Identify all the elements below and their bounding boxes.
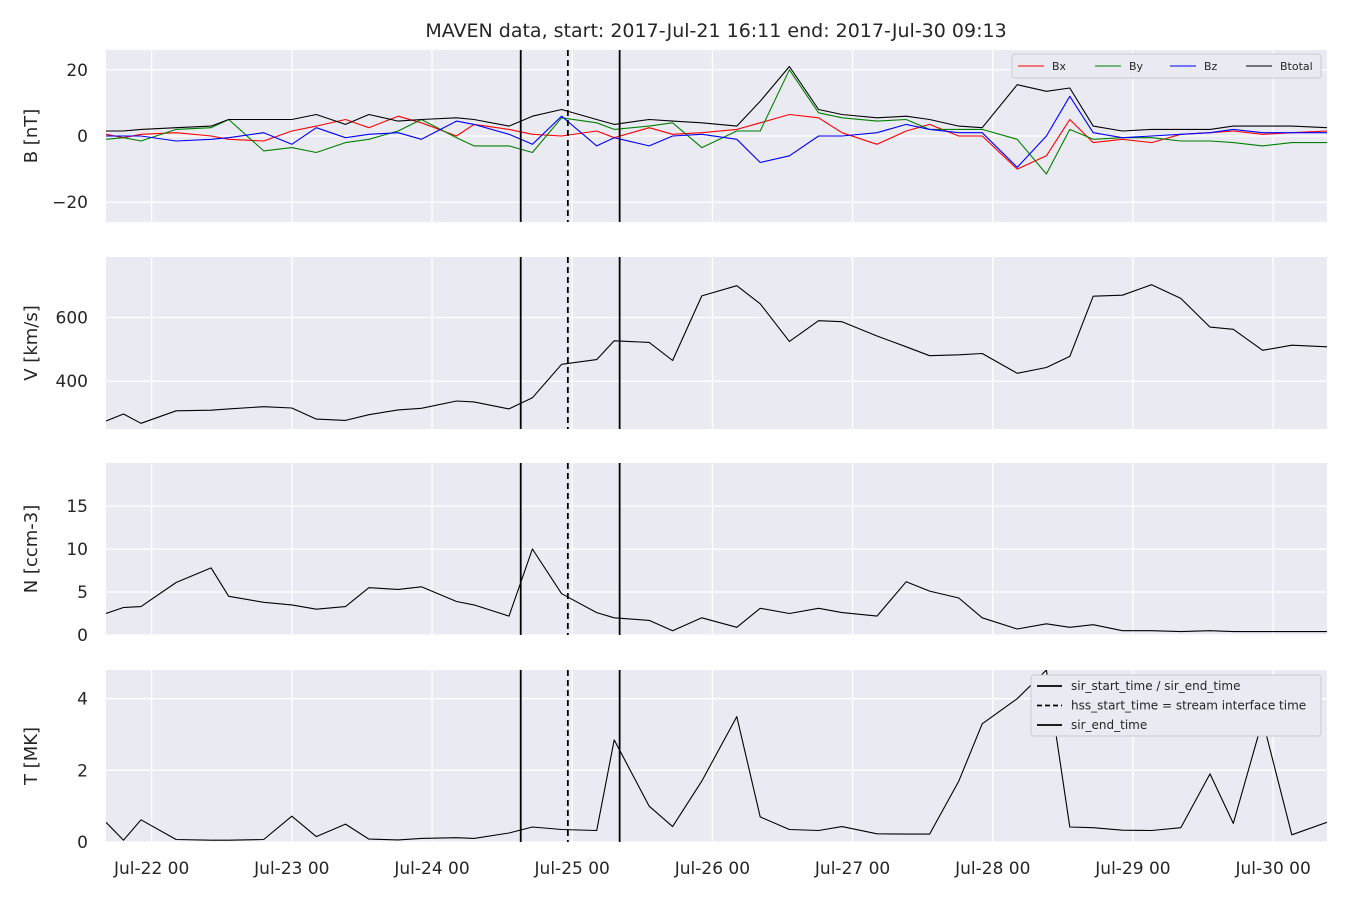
- y-tick-label: 0: [77, 833, 88, 853]
- x-tick-label: Jul-30 00: [1234, 859, 1310, 879]
- legend-label: sir_end_time: [1071, 718, 1147, 732]
- y-tick-label: 10: [66, 540, 88, 560]
- series-line-bx: [106, 113, 1327, 170]
- legend-b-field: Bx By Bz Btotal: [1011, 53, 1322, 79]
- y-axis-label: T [MK]: [21, 727, 42, 786]
- series-line-value: [106, 548, 1327, 633]
- y-tick-label: 0: [77, 626, 88, 646]
- panel-4: 0 2 4 T [MK] sir_start_time / sir_end_timehs…: [21, 670, 1327, 853]
- legend-label-bz: Bz: [1204, 60, 1218, 73]
- series-group: [106, 670, 1327, 841]
- panel-2: 400 600 V [km/s]: [21, 257, 1327, 429]
- legend-label: sir_start_time / sir_end_time: [1071, 679, 1241, 693]
- y-axis-label: V [km/s]: [21, 305, 42, 380]
- y-tick-label: 5: [77, 583, 88, 603]
- y-tick-label: 20: [66, 61, 88, 81]
- series-group: [106, 65, 1327, 175]
- series-line-by: [106, 69, 1327, 175]
- series-group: [106, 284, 1327, 424]
- legend-events: sir_start_time / sir_end_time hss_start_t…: [1030, 674, 1322, 737]
- y-tick-label: −20: [52, 193, 88, 213]
- series-line-btotal: [106, 65, 1327, 132]
- y-tick-label: 15: [66, 497, 88, 517]
- plot-area: [106, 257, 1327, 429]
- x-tick-label: Jul-29 00: [1094, 859, 1170, 879]
- legend-label-btotal: Btotal: [1280, 60, 1313, 73]
- panel-1: −20 0 20 B [nT] Bx By Bz Btotal: [21, 50, 1327, 222]
- legend-frame: [1011, 53, 1322, 79]
- figure-title: MAVEN data, start: 2017-Jul-21 16:11 end…: [425, 20, 1006, 42]
- x-tick-label: Jul-26 00: [674, 859, 750, 879]
- y-tick-label: 4: [77, 690, 88, 710]
- y-tick-label: 2: [77, 761, 88, 781]
- legend-label-bx: Bx: [1052, 60, 1067, 73]
- x-tick-label: Jul-25 00: [534, 859, 610, 879]
- series-group: [106, 548, 1327, 633]
- y-tick-label: 400: [56, 372, 88, 392]
- panel-3: 0 5 10 15 N [ccm-3]: [21, 463, 1327, 646]
- legend-label-by: By: [1129, 60, 1144, 73]
- y-tick-label: 600: [56, 309, 88, 329]
- x-tick-label: Jul-23 00: [253, 859, 329, 879]
- x-tick-label: Jul-28 00: [954, 859, 1030, 879]
- series-line-bz: [106, 95, 1327, 168]
- y-axis-label: N [ccm-3]: [21, 505, 42, 594]
- series-line-value: [106, 284, 1327, 424]
- x-tick-label: Jul-22 00: [113, 859, 189, 879]
- legend-frame: [1030, 674, 1322, 737]
- x-tick-label: Jul-24 00: [393, 859, 469, 879]
- y-tick-label: 0: [77, 127, 88, 147]
- legend-label: hss_start_time = stream interface time: [1071, 699, 1306, 713]
- y-axis-label: B [nT]: [21, 109, 42, 164]
- series-line-value: [106, 670, 1327, 841]
- x-tick-label: Jul-27 00: [814, 859, 890, 879]
